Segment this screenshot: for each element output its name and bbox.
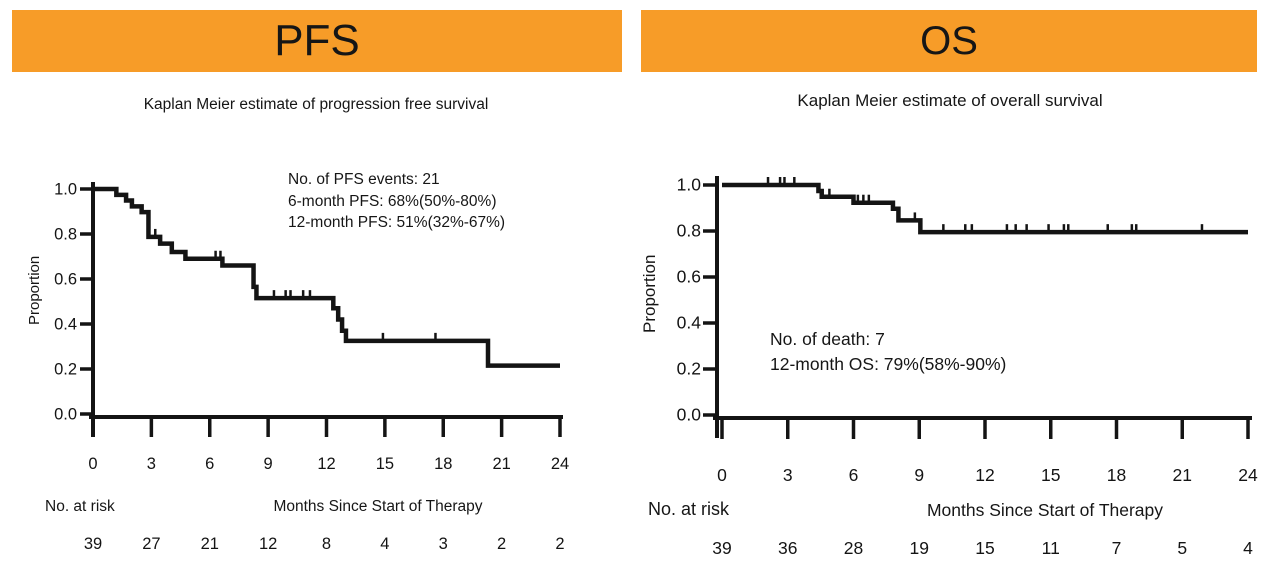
- x-tick-label: 9: [914, 465, 924, 485]
- x-tick-label: 0: [717, 465, 727, 485]
- y-tick-label: 0.8: [54, 226, 77, 244]
- y-tick-label: 1.0: [54, 181, 77, 199]
- pfs-censor-marks: [154, 228, 437, 342]
- x-tick-label: 18: [434, 455, 452, 473]
- pfs-subtitle: Kaplan Meier estimate of progression fre…: [143, 96, 489, 113]
- os-annotation: No. of death: 7 12-month OS: 79%(58%-90%…: [770, 327, 1006, 377]
- os-risk-counts: 39 36 28 19 15 11 7 5 4: [712, 538, 1253, 558]
- x-tick-label: 21: [1173, 465, 1192, 485]
- pfs-risk-counts: 39 27 21 12 8 4 3 2 2: [84, 535, 565, 553]
- os-title: OS: [920, 18, 978, 63]
- risk-count: 2: [497, 535, 506, 553]
- risk-count: 36: [778, 538, 797, 558]
- annotation-line: No. of PFS events: 21: [288, 171, 440, 188]
- risk-count: 11: [1042, 538, 1060, 558]
- risk-count: 5: [1177, 538, 1187, 558]
- pfs-x-axis-title: Months Since Start of Therapy: [273, 498, 483, 515]
- x-tick-label: 24: [1238, 465, 1258, 485]
- x-tick-label: 9: [264, 455, 273, 473]
- y-tick-label: 0.0: [677, 405, 702, 425]
- risk-count: 7: [1112, 538, 1122, 558]
- risk-count: 27: [142, 535, 160, 553]
- risk-count: 3: [439, 535, 448, 553]
- pfs-y-ticks: 0.0 0.2 0.4 0.6 0.8 1.0: [54, 181, 93, 424]
- x-tick-label: 3: [783, 465, 793, 485]
- x-tick-label: 15: [376, 455, 394, 473]
- pfs-header-bar: PFS: [12, 10, 622, 72]
- os-risk-table-label: No. at risk: [648, 499, 730, 519]
- x-tick-label: 12: [975, 465, 994, 485]
- os-censor-marks: [766, 177, 1204, 234]
- y-tick-label: 0.4: [677, 313, 702, 333]
- pfs-annotation: No. of PFS events: 21 6-month PFS: 68%(5…: [288, 169, 505, 234]
- y-tick-label: 1.0: [677, 175, 702, 195]
- pfs-title: PFS: [274, 16, 360, 65]
- risk-count: 15: [975, 538, 994, 558]
- x-tick-label: 18: [1107, 465, 1126, 485]
- risk-count: 4: [380, 535, 389, 553]
- x-tick-label: 15: [1041, 465, 1060, 485]
- annotation-line: 12-month OS: 79%(58%-90%): [770, 354, 1007, 374]
- os-subtitle: Kaplan Meier estimate of overall surviva…: [797, 91, 1103, 110]
- risk-count: 28: [844, 538, 863, 558]
- risk-count: 21: [201, 535, 219, 553]
- x-tick-label: 3: [147, 455, 156, 473]
- y-tick-label: 0.2: [677, 359, 701, 379]
- y-tick-label: 0.8: [677, 221, 701, 241]
- y-tick-label: 0.2: [54, 361, 77, 379]
- risk-count: 2: [555, 535, 564, 553]
- risk-count: 8: [322, 535, 331, 553]
- y-tick-label: 0.6: [677, 267, 701, 287]
- os-km-curve: [722, 182, 1248, 235]
- y-tick-label: 0.6: [54, 271, 77, 289]
- annotation-line: 12-month PFS: 51%(32%-67%): [288, 214, 506, 231]
- pfs-risk-table-label: No. at risk: [45, 498, 115, 515]
- risk-count: 12: [259, 535, 277, 553]
- x-tick-label: 12: [317, 455, 335, 473]
- annotation-line: 6-month PFS: 68%(50%-80%): [288, 192, 497, 210]
- x-tick-label: 6: [205, 455, 214, 473]
- pfs-y-axis-label: Proportion: [26, 255, 43, 325]
- annotation-line: No. of death: 7: [770, 329, 885, 349]
- os-plot: 0 3 6 9 12 15 18 21 240.00.20.40.60.81.039 36 28 19…: [677, 175, 1258, 559]
- risk-count: 4: [1243, 538, 1253, 558]
- x-tick-label: 0: [88, 455, 97, 473]
- pfs-plot: 0 3 6 9 12 15 18 21 240.00.20.40.60.81.039 27 21 12…: [54, 181, 569, 554]
- risk-count: 19: [910, 538, 929, 558]
- os-y-axis-label: Proportion: [640, 254, 659, 333]
- pfs-x-ticks: 0 3 6 9 12 15 18 21 24: [88, 417, 569, 473]
- os-y-ticks: 0.0 0.2 0.4 0.6 0.8 1.0: [677, 175, 717, 425]
- os-header-bar: OS: [641, 10, 1257, 72]
- x-tick-label: 24: [551, 455, 569, 473]
- x-tick-label: 21: [492, 455, 510, 473]
- x-tick-label: 6: [849, 465, 859, 485]
- risk-count: 39: [712, 538, 731, 558]
- os-x-ticks: 0 3 6 9 12 15 18 21 24: [717, 418, 1258, 485]
- pfs-km-curve: [93, 186, 560, 368]
- os-x-axis-title: Months Since Start of Therapy: [926, 500, 1164, 520]
- risk-count: 39: [84, 535, 102, 553]
- y-tick-label: 0.4: [54, 316, 77, 334]
- y-tick-label: 0.0: [54, 406, 77, 424]
